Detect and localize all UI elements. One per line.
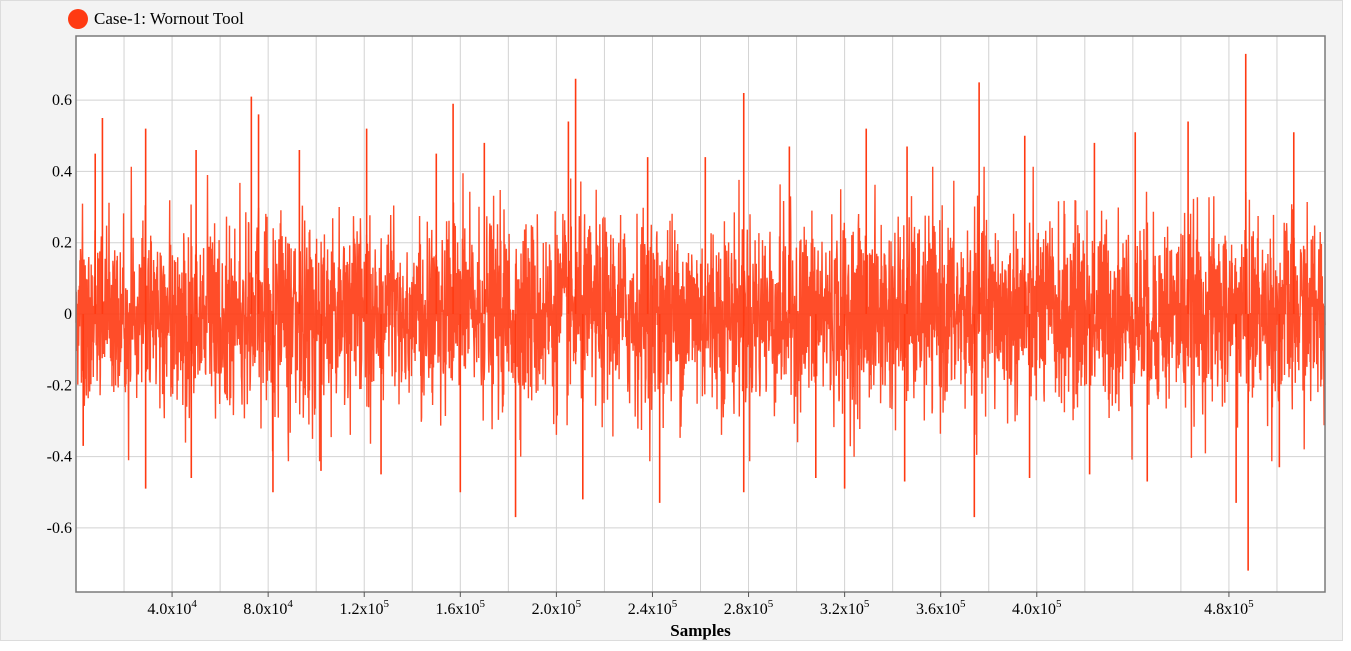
- x-tick-label: 1.6x105: [436, 598, 486, 618]
- y-tick-label: -0.6: [47, 520, 72, 537]
- y-tick-label: 0.2: [52, 235, 72, 252]
- x-axis: 4.0x104 8.0x104 1.2x105 1.6x105 2.0x105 2.4x1…: [147, 592, 1254, 618]
- y-tick-label: -0.2: [47, 377, 72, 394]
- y-tick-label: 0.6: [52, 92, 72, 109]
- legend-label: Case-1: Wornout Tool: [94, 9, 244, 28]
- x-tick-label: 4.0x104: [147, 598, 197, 618]
- y-axis: 0.6 0.4 0.2 0 -0.2 -0.4 -0.6: [47, 92, 72, 537]
- series-line: [75, 166, 1326, 462]
- x-tick-label: 2.0x105: [532, 598, 582, 618]
- x-tick-label: 3.2x105: [820, 598, 870, 618]
- y-tick-label: 0: [64, 306, 72, 323]
- x-tick-label: 3.6x105: [916, 598, 966, 618]
- x-tick-label: 8.0x104: [243, 598, 293, 618]
- legend: Case-1: Wornout Tool: [68, 8, 244, 30]
- x-axis-title: Samples: [670, 621, 731, 640]
- x-tick-label: 4.8x105: [1204, 598, 1254, 618]
- x-tick-label: 4.0x105: [1012, 598, 1062, 618]
- series-group: [75, 53, 1326, 571]
- y-tick-label: -0.4: [47, 449, 72, 466]
- x-tick-label: 1.2x105: [339, 598, 389, 618]
- y-tick-label: 0.4: [52, 163, 72, 180]
- legend-swatch-icon: [68, 9, 88, 29]
- series-peaks: [82, 53, 1295, 571]
- x-tick-label: 2.4x105: [628, 598, 678, 618]
- x-tick-label: 2.8x105: [724, 598, 774, 618]
- plot-border: [75, 35, 1326, 593]
